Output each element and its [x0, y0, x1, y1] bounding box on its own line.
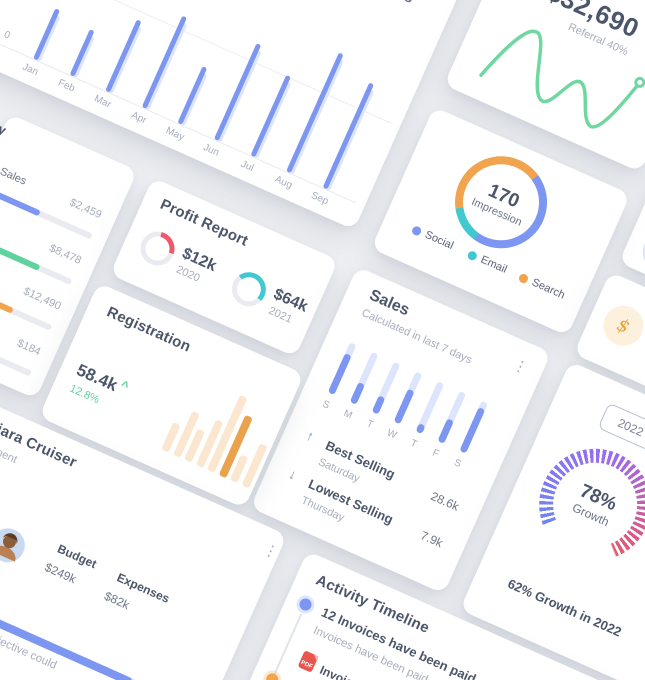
registration-title: Registration	[104, 303, 194, 356]
progress-row-fill	[0, 189, 41, 217]
year-select-button[interactable]: 2022	[597, 402, 645, 453]
legend-item: Search	[517, 271, 567, 302]
legend-item: Social	[410, 223, 455, 252]
legend-label: Search	[529, 276, 567, 302]
year-select-label: 2022	[615, 415, 645, 440]
weekday-bar-track	[327, 341, 357, 396]
month-bar	[322, 82, 374, 190]
timeline-dot-blue	[297, 596, 314, 613]
month-label: Apr	[129, 109, 149, 127]
weekday-bar-track	[371, 361, 401, 415]
legend-dot	[466, 249, 479, 262]
weekday-letter: T	[364, 418, 375, 431]
month-bar	[33, 8, 61, 61]
team-label: Members	[0, 484, 1, 514]
month-bar	[105, 19, 142, 93]
weekday-letter: W	[385, 427, 399, 442]
best-selling-value: 28.6k	[428, 488, 462, 514]
chart-title-fragment: g	[402, 0, 417, 5]
legend-item: Email	[466, 248, 509, 276]
weekday-letter: S	[320, 398, 332, 412]
weekday-bar-fill	[437, 418, 454, 444]
growth-footer: 62% Growth in 2022	[505, 575, 624, 640]
weekday-bar-fill	[371, 395, 386, 415]
legend-dot	[517, 272, 530, 284]
month-label: Jun	[201, 142, 221, 159]
profit-ring-2021	[226, 266, 272, 312]
weekday-letter: T	[408, 437, 419, 451]
referral-line-chart	[479, 29, 645, 129]
timeline-attachment-name[interactable]: Invoices	[317, 662, 368, 680]
legend-label: Social	[423, 228, 456, 252]
weekday-bar-track	[393, 371, 423, 425]
card-title-fragment: y	[0, 121, 9, 138]
trend-up-icon: ^	[118, 377, 132, 394]
weekday-bar-track	[459, 400, 489, 454]
month-bar	[69, 28, 95, 77]
legend-dot	[410, 224, 423, 237]
kebab-menu-icon[interactable]: ⋮	[509, 356, 531, 378]
pdf-file-icon[interactable]: PDF	[297, 650, 319, 673]
stat-icon-circle	[636, 226, 645, 278]
weekday-bar-track	[437, 390, 467, 444]
avatar[interactable]	[0, 523, 30, 572]
timeline-dot-orange	[264, 671, 281, 680]
dollar-icon: $	[597, 299, 645, 353]
budget-value: $249k	[42, 560, 79, 587]
weekday-letter: S	[452, 457, 463, 471]
weekday-bar-fill	[459, 406, 486, 454]
month-label: Sep	[309, 190, 330, 208]
month-bar	[177, 66, 208, 125]
month-bar	[250, 74, 291, 158]
month-bar	[286, 52, 344, 174]
progress-row-value: $2,459	[67, 196, 104, 222]
arrow-up-icon: ↑	[303, 427, 317, 445]
line-end-point	[634, 76, 645, 88]
month-label: May	[164, 125, 186, 144]
month-bar	[213, 43, 262, 142]
month-label: Feb	[56, 77, 77, 95]
growth-gauge: 78% Growth	[521, 430, 645, 579]
weekday-bar-fill	[393, 388, 415, 425]
impression-donut-chart: 170 Impression	[440, 141, 562, 264]
month-label: Aug	[273, 173, 294, 192]
pdf-icon-label: PDF	[299, 659, 314, 671]
weekday-bar-fill	[415, 422, 426, 435]
arrow-down-icon: ↓	[286, 465, 300, 483]
legend-label: Email	[478, 253, 509, 276]
weekday-letter: M	[341, 408, 354, 422]
lowest-selling-value: 7.9k	[418, 528, 445, 551]
weekday-bar-track	[349, 351, 379, 405]
weekday-bar-fill	[327, 353, 352, 396]
weekday-letter: F	[430, 447, 441, 461]
revenue-card: $32,690 Referral 40%	[443, 0, 645, 173]
profit-ring-2020	[135, 226, 180, 272]
y-axis-zero-label: 0	[2, 29, 12, 42]
weekday-bar-fill	[349, 381, 366, 405]
month-label: Jul	[239, 158, 256, 175]
dollar-glyph: $	[613, 313, 633, 338]
month-bar	[141, 15, 187, 109]
project-card: for Kiara Cruiser Management ⋮ Members B…	[0, 356, 288, 680]
weekday-bar-track	[415, 381, 445, 435]
kebab-menu-icon[interactable]: ⋮	[260, 540, 281, 563]
month-label: Mar	[92, 93, 113, 111]
month-label: Jan	[20, 61, 40, 79]
expenses-value: $82k	[102, 588, 132, 613]
